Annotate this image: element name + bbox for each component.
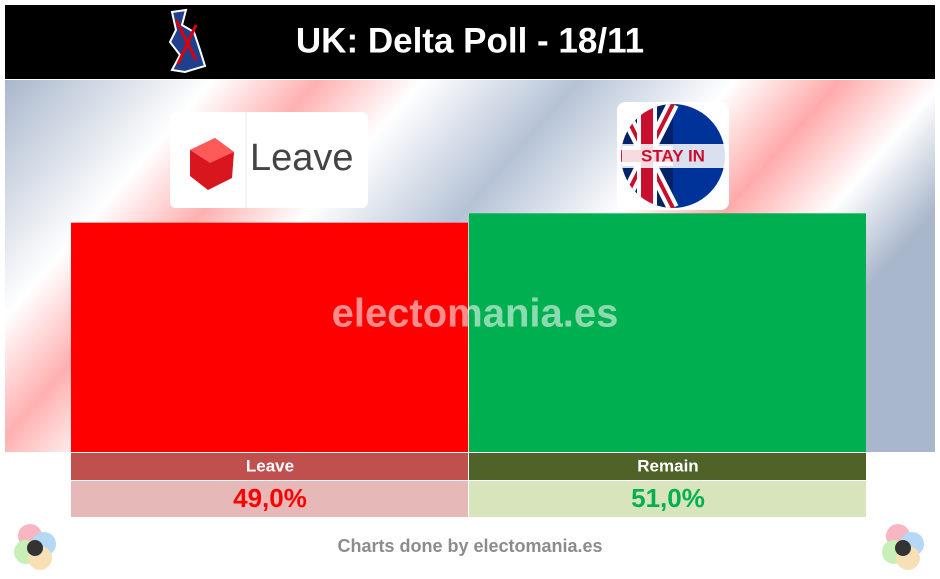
leave-logo: Leave bbox=[170, 112, 368, 208]
value-label: 51,0% bbox=[631, 483, 705, 513]
bar bbox=[469, 213, 866, 452]
category-label: Remain bbox=[637, 456, 698, 475]
bars: Leave 49,0% Remain 51,0% bbox=[71, 213, 866, 517]
remain-logo: STAY IN bbox=[617, 102, 729, 210]
category-label: Leave bbox=[246, 456, 294, 475]
chart-title: UK: Delta Poll - 18/11 bbox=[296, 21, 644, 60]
uk-map-icon bbox=[168, 8, 207, 74]
logo-text: STAY IN bbox=[641, 146, 705, 165]
value-cell bbox=[71, 481, 468, 517]
emblem-left bbox=[14, 524, 56, 570]
bar bbox=[71, 222, 468, 452]
watermark: electomania.es bbox=[332, 292, 619, 336]
logo-text: Leave bbox=[250, 137, 354, 179]
value-cell bbox=[469, 481, 866, 517]
footer: Charts done by electomania.es bbox=[337, 536, 602, 556]
label-cell bbox=[71, 453, 468, 480]
label-cell bbox=[469, 453, 866, 480]
emblem-right bbox=[882, 524, 924, 570]
value-label: 49,0% bbox=[233, 483, 307, 513]
title-bar bbox=[5, 5, 935, 79]
